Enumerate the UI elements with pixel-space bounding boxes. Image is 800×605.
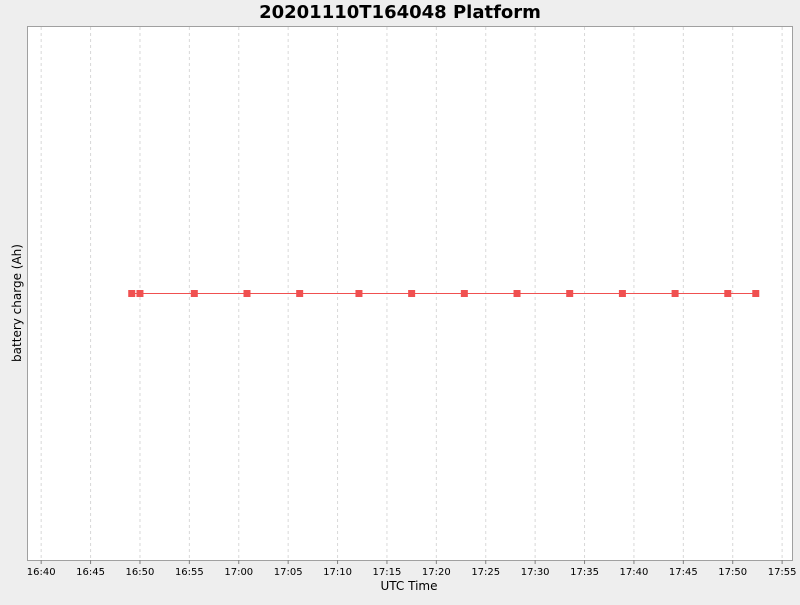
data-point — [671, 290, 679, 297]
x-axis: 16:40 16:45 16:50 16:55 17:00 17:05 17:10 17:15… — [27, 560, 797, 578]
x-tick-label: 16:40 — [27, 567, 56, 578]
x-tick-label: 17:25 — [471, 567, 500, 578]
chart-title: 20201110T164048 Platform — [259, 2, 541, 23]
x-tick-label: 16:50 — [126, 567, 155, 578]
data-point — [136, 290, 144, 297]
data-point — [128, 290, 136, 297]
x-tick-label: 16:55 — [175, 567, 204, 578]
data-point — [296, 290, 304, 297]
data-point — [513, 290, 521, 297]
data-point — [724, 290, 732, 297]
y-axis-label: battery charge (Ah) — [10, 244, 24, 362]
data-point — [618, 290, 626, 297]
x-tick-label: 17:00 — [224, 567, 253, 578]
x-tick-label: 17:35 — [570, 567, 599, 578]
x-tick-label: 17:20 — [422, 567, 451, 578]
x-tick-label: 17:50 — [718, 567, 747, 578]
data-point — [408, 290, 416, 297]
x-tick-label: 17:10 — [323, 567, 352, 578]
x-axis-label: UTC Time — [381, 579, 438, 593]
data-point — [190, 290, 198, 297]
x-tick-label: 17:55 — [768, 567, 797, 578]
x-tick-label: 17:45 — [669, 567, 698, 578]
x-tick-label: 17:40 — [620, 567, 649, 578]
data-point — [355, 290, 363, 297]
x-tick-label: 17:05 — [274, 567, 303, 578]
x-tick-label: 16:45 — [76, 567, 105, 578]
x-tick-label: 17:15 — [373, 567, 402, 578]
data-point — [752, 290, 760, 297]
data-point — [566, 290, 574, 297]
series-layer — [128, 290, 760, 297]
data-point — [460, 290, 468, 297]
data-point — [243, 290, 251, 297]
x-tick-label: 17:30 — [521, 567, 550, 578]
